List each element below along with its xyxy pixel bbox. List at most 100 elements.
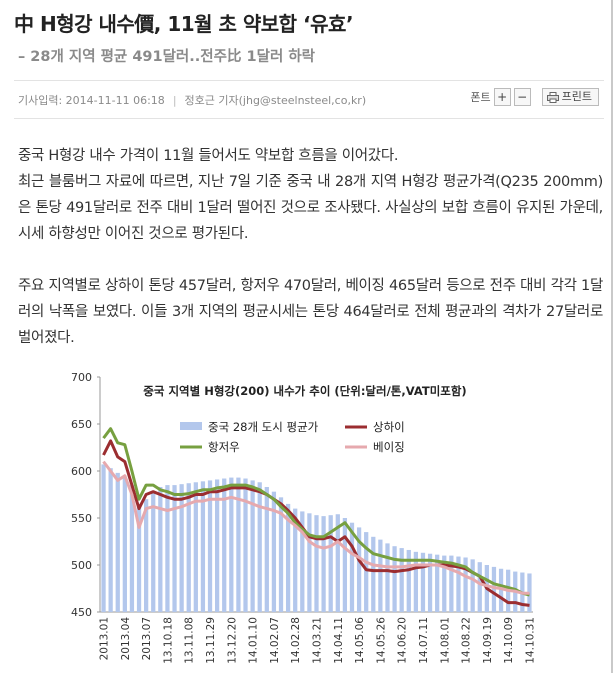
line <box>102 427 530 597</box>
bar <box>413 551 419 612</box>
x-tick-label: 14.08.01 <box>439 617 451 664</box>
x-tick-label: 14.02.28 <box>290 617 302 664</box>
bar <box>243 478 248 612</box>
bar <box>406 549 411 612</box>
bar <box>300 511 305 612</box>
divider <box>14 118 604 119</box>
font-plus-button[interactable]: + <box>493 88 511 106</box>
bar <box>328 515 333 612</box>
bar <box>193 482 198 612</box>
legend-label: 상하이 <box>373 420 405 434</box>
bar <box>278 497 284 612</box>
bar <box>136 503 142 612</box>
bar <box>179 484 184 612</box>
y-tick-label: 700 <box>71 371 92 384</box>
bar <box>214 479 220 612</box>
bar <box>165 485 170 612</box>
bar <box>229 477 234 612</box>
separator: | <box>172 94 177 107</box>
x-tick-label: 14.03.21 <box>312 617 324 664</box>
byline: 기사입력: 2014-11-11 06:18 | 정호근 기자(jhg@steeln… <box>18 92 366 108</box>
bar <box>108 468 113 612</box>
line <box>102 460 530 595</box>
chart: 중국 지역별 H형강(200) 내수가 추이 (단위:달러/톤,VAT미포함) … <box>71 371 536 664</box>
bar <box>477 562 482 612</box>
x-tick-label: 2013.07 <box>141 617 153 660</box>
bar <box>371 536 376 612</box>
bar <box>144 499 149 612</box>
font-minus-button[interactable]: − <box>513 88 531 106</box>
x-tick-label: 14.05.06 <box>354 617 366 664</box>
x-tick-label: 13.11.29 <box>205 617 217 664</box>
x-tick-label: 14.05.26 <box>375 617 387 664</box>
bar <box>427 553 433 612</box>
bar <box>222 478 227 612</box>
bar <box>293 508 298 612</box>
legend-label: 베이징 <box>373 440 405 454</box>
bar <box>442 555 447 612</box>
x-tick-label: 14.08.22 <box>461 617 473 664</box>
bar <box>392 546 397 612</box>
author: 정호근 기자(jhg@steelnsteel,co,kr) <box>184 94 367 107</box>
bar <box>285 503 291 612</box>
x-tick-label: 14.10.09 <box>503 617 515 664</box>
x-tick-label: 14.04.11 <box>333 617 345 664</box>
x-tick-label: 13.10.18 <box>162 617 174 664</box>
date: 기사입력: 2014-11-11 06:18 <box>18 94 165 107</box>
bar <box>449 555 454 612</box>
headline: 中 H형강 내수價, 11월 초 약보합 ‘유효’ <box>14 12 354 36</box>
x-tick-label: 14.02.07 <box>269 617 281 664</box>
bar <box>470 559 475 612</box>
bar <box>158 486 163 612</box>
bar <box>257 482 262 612</box>
x-tick-label: 14.06.20 <box>397 617 409 664</box>
print-icon <box>546 91 559 103</box>
bar <box>435 554 440 612</box>
bar <box>122 477 127 612</box>
bar <box>399 548 404 612</box>
bar <box>172 485 177 612</box>
print-button[interactable]: 프린트 <box>541 88 599 106</box>
bar <box>307 513 312 612</box>
line <box>102 439 530 607</box>
tools: 폰트 + − 프린트 <box>470 88 599 106</box>
paragraph: 주요 지역별로 상하이 톤당 457달러, 항저우 470달러, 베이징 465… <box>18 278 603 346</box>
bar <box>236 477 241 612</box>
x-tick-label: 13.11.08 <box>184 617 196 664</box>
bar <box>342 518 348 612</box>
bar <box>420 552 426 612</box>
legend-label: 중국 28개 도시 평균가 <box>208 420 319 434</box>
article-body: 중국 H형강 내수 가격이 11월 들어서도 약보합 흐름을 이어갔다. 최근 블… <box>18 143 603 351</box>
font-label: 폰트 <box>470 91 491 104</box>
bar <box>101 464 106 612</box>
print-label: 프린트 <box>561 90 592 103</box>
bar <box>314 515 319 612</box>
legend-swatch <box>180 422 202 430</box>
x-tick-label: 2013.01 <box>99 617 111 660</box>
bar <box>349 522 355 612</box>
bar <box>364 532 369 612</box>
x-tick-label: 13.12.20 <box>226 617 238 664</box>
bar <box>321 516 326 612</box>
x-tick-label: 14.01.10 <box>248 617 260 664</box>
x-tick-label: 14.07.11 <box>418 617 430 664</box>
bar <box>335 514 340 612</box>
paragraph: 중국 H형강 내수 가격이 11월 들어서도 약보합 흐름을 이어갔다. <box>18 148 399 164</box>
bar <box>264 486 269 612</box>
bar <box>385 543 390 612</box>
y-tick-label: 650 <box>71 418 92 431</box>
paragraph: 최근 블룸버그 자료에 따르면, 지난 7일 기준 중국 내 28개 지역 H형… <box>18 174 603 242</box>
bar <box>200 481 206 612</box>
y-tick-label: 600 <box>71 465 92 478</box>
x-tick-label: 14.09.19 <box>482 617 494 664</box>
y-tick-label: 550 <box>71 512 92 525</box>
bar <box>356 527 362 612</box>
legend-label: 항저우 <box>208 440 240 454</box>
bar <box>463 557 468 612</box>
bar <box>456 556 461 612</box>
subheadline: – 28개 지역 평균 491달러..전주比 1달러 하락 <box>18 49 316 65</box>
bar <box>498 568 504 612</box>
bar <box>378 539 383 612</box>
